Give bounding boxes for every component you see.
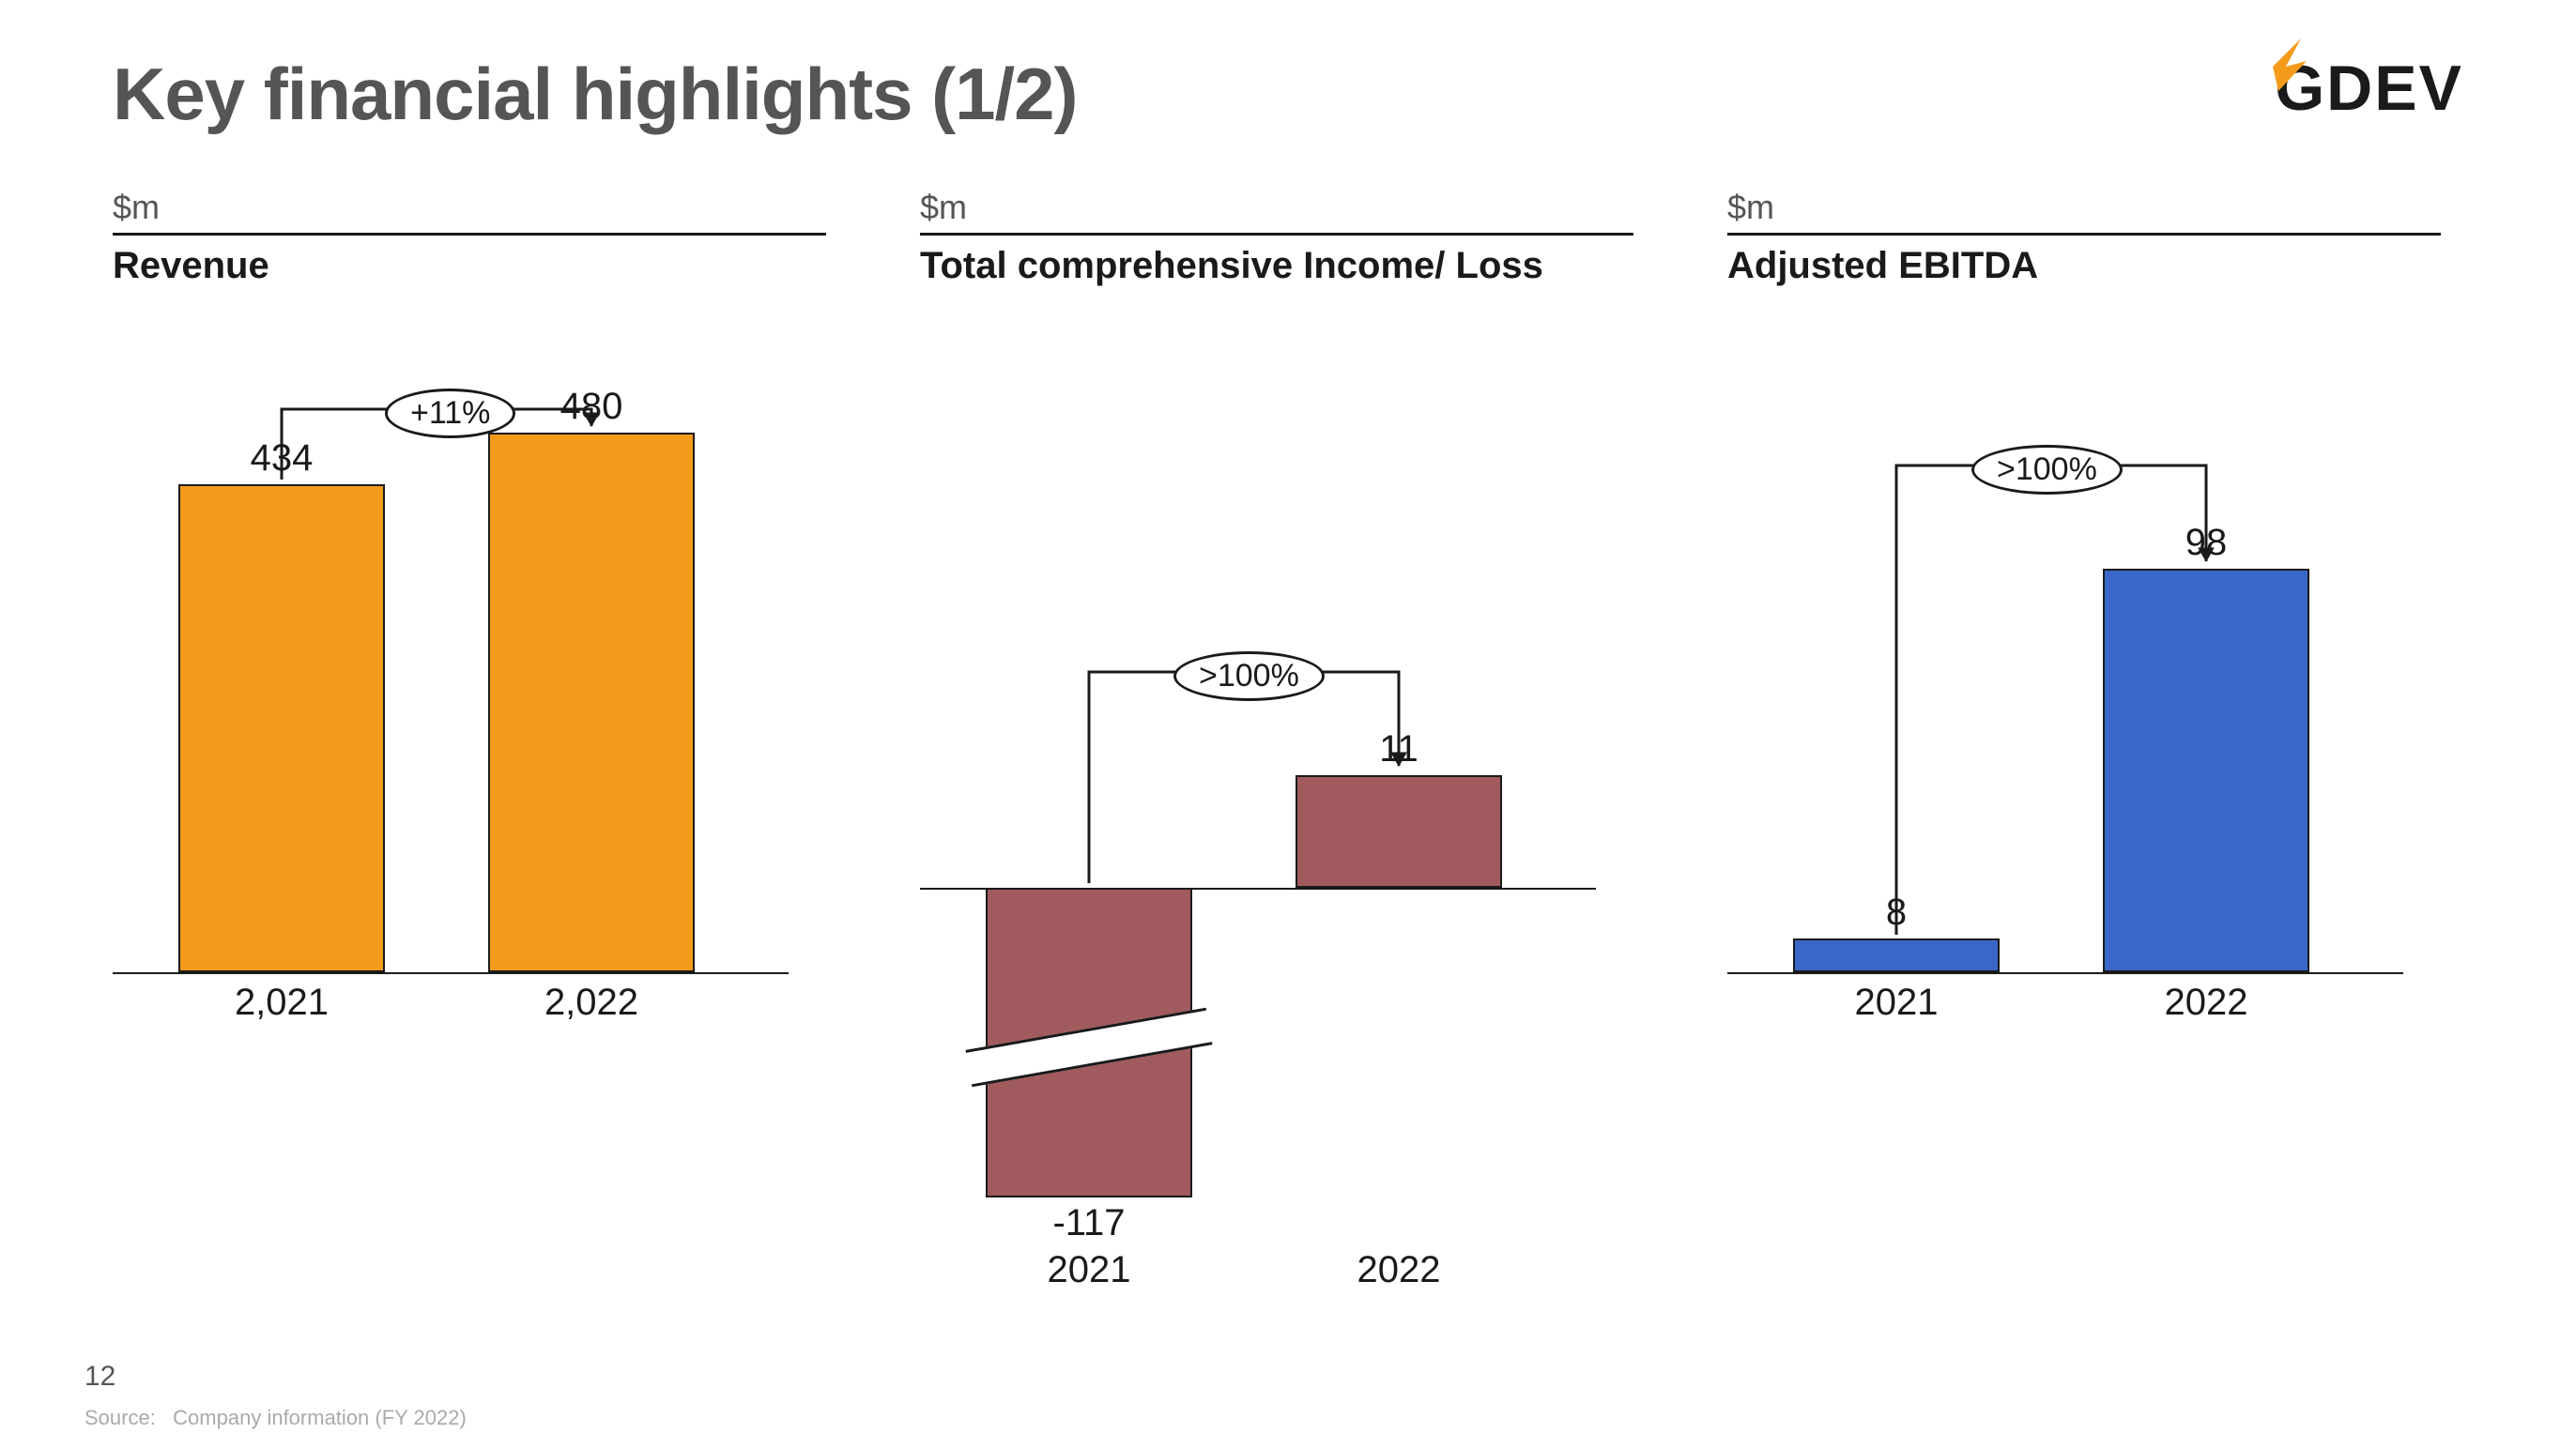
bar (488, 433, 695, 972)
chart-title: Total comprehensive Income/ Loss (920, 245, 1633, 287)
chart-area: >100% 11 -117 2021 2022 (920, 315, 1633, 1160)
change-badge: >100% (1971, 445, 2123, 495)
change-badge: >100% (1173, 651, 1325, 701)
category-label: 2,021 (178, 982, 385, 1024)
bar (1296, 775, 1502, 888)
baseline (1727, 972, 2403, 974)
unit-rule (1727, 233, 2441, 236)
bar (2103, 569, 2309, 972)
value-label: 98 (2103, 522, 2309, 564)
chart-title: Revenue (113, 245, 826, 287)
source-label: Source: (84, 1406, 156, 1429)
unit-rule (113, 233, 826, 236)
value-label: -117 (986, 1202, 1192, 1244)
baseline (113, 972, 789, 974)
chart-tci: $m Total comprehensive Income/ Loss >100… (920, 188, 1633, 1160)
category-label: 2022 (1296, 1249, 1502, 1291)
category-label: 2,022 (488, 982, 695, 1024)
bar (1793, 938, 2000, 972)
category-label: 2022 (2103, 982, 2309, 1024)
bar (178, 484, 385, 972)
category-label: 2021 (1793, 982, 2000, 1024)
chart-ebitda: $m Adjusted EBITDA >100% 8 98 2021 2022 (1727, 188, 2441, 1160)
chart-area: +11% 434 480 2,021 2,022 (113, 315, 826, 1160)
logo-spark-icon (2254, 38, 2310, 95)
unit-rule (920, 233, 1633, 236)
chart-revenue: $m Revenue +11% 434 480 2,021 2,022 (113, 188, 826, 1160)
change-badge: +11% (385, 389, 515, 438)
unit-label: $m (920, 188, 1633, 227)
source-line: Source: Company information (FY 2022) (84, 1406, 467, 1430)
chart-title: Adjusted EBITDA (1727, 245, 2441, 287)
page-title: Key financial highlights (1/2) (113, 52, 1078, 137)
chart-area: >100% 8 98 2021 2022 (1727, 315, 2441, 1160)
value-label: 434 (178, 437, 385, 480)
unit-label: $m (1727, 188, 2441, 227)
page-number: 12 (84, 1361, 115, 1393)
value-label: 480 (488, 386, 695, 428)
brand-logo: GDEV (2275, 52, 2463, 125)
value-label: 8 (1793, 892, 2000, 934)
unit-label: $m (113, 188, 826, 227)
value-label: 11 (1296, 728, 1502, 770)
source-text: Company information (FY 2022) (173, 1406, 467, 1429)
change-connector (1727, 315, 2441, 1160)
category-label: 2021 (986, 1249, 1192, 1291)
